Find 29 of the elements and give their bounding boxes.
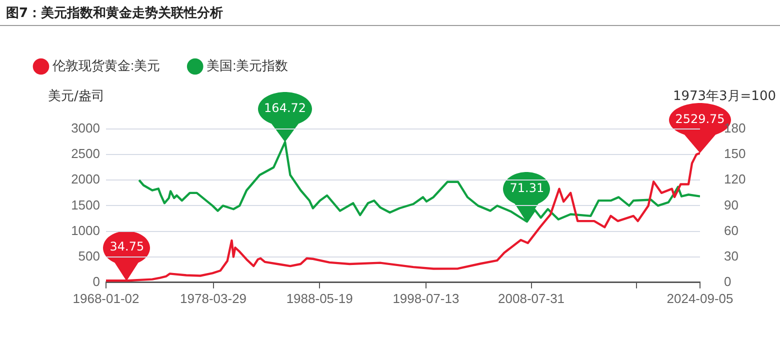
x-tick-label: 1978-03-29 — [180, 290, 247, 306]
y-tick-label: 500 — [78, 248, 100, 264]
data-label: 71.31 — [510, 180, 544, 195]
y2-tick-label: 0 — [724, 274, 732, 289]
x-tick-label: 1998-07-13 — [392, 290, 460, 306]
y2-tick-label: 60 — [724, 222, 738, 238]
data-label: 34.75 — [110, 240, 144, 254]
y-tick-label: 1000 — [71, 222, 100, 238]
y2-tick-label: 150 — [724, 146, 746, 162]
x-tick-label: 1988-05-19 — [286, 290, 353, 306]
x-tick-label: 2024-09-05 — [666, 290, 734, 306]
y-tick-label: 2000 — [71, 172, 100, 187]
y-tick-label: 2500 — [71, 146, 100, 162]
data-label: 164.72 — [264, 101, 306, 116]
y2-axis-title: 1973年3月=100 — [672, 88, 776, 104]
y-tick-label: 1500 — [71, 197, 100, 212]
y2-tick-label: 180 — [724, 120, 746, 136]
x-tick-label: 1968-01-02 — [72, 290, 140, 306]
chart-title: 图7：美元指数和黄金走势关联性分析 — [6, 4, 224, 22]
data-label: 2529.75 — [675, 112, 725, 126]
y2-tick-label: 120 — [724, 172, 746, 187]
y2-tick-label: 30 — [724, 248, 738, 264]
legend-label: 伦敦现货黄金:美元 — [52, 58, 160, 74]
y-tick-label: 3000 — [71, 120, 100, 136]
y-tick-label: 0 — [92, 274, 100, 289]
x-tick-label: 2008-07-31 — [498, 290, 565, 306]
legend-label: 美国:美元指数 — [206, 58, 288, 74]
y2-tick-label: 90 — [724, 197, 738, 212]
y-axis-title: 美元/盎司 — [48, 88, 104, 104]
